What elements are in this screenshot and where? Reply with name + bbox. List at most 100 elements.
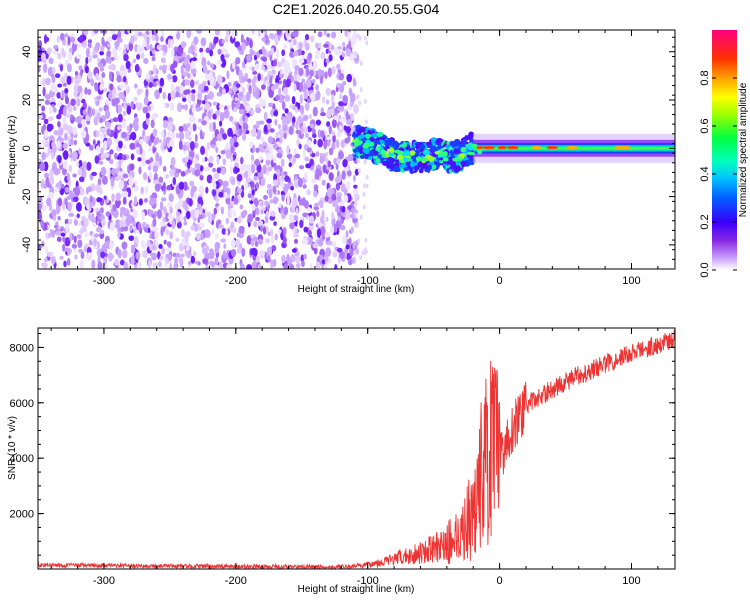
spectrogram-noise-cell bbox=[48, 57, 54, 65]
spectrogram-noise-cell bbox=[45, 53, 49, 60]
spectrogram-noise-cell bbox=[323, 214, 327, 223]
spectrogram-noise-cell bbox=[92, 221, 97, 228]
spectrogram-noise-cell bbox=[77, 239, 83, 249]
spectrogram-noise-cell bbox=[223, 243, 227, 249]
spectrogram-noise-cell bbox=[338, 93, 343, 100]
spectrogram-noise-cell bbox=[70, 114, 74, 121]
spectrogram-noise-cell bbox=[292, 74, 298, 83]
spectrogram-signal-peak bbox=[466, 145, 474, 151]
spectrogram-noise-cell bbox=[225, 229, 229, 236]
spectrogram-noise-cell bbox=[78, 148, 82, 155]
spectrogram-noise-cell bbox=[171, 48, 175, 58]
spectrogram-noise-cell bbox=[137, 157, 142, 162]
spectrogram-signal-cell bbox=[436, 138, 444, 143]
spectrogram-noise-cell bbox=[240, 163, 246, 172]
spectrogram-noise-cell bbox=[145, 44, 151, 50]
spectrogram-x-tick-label: -100 bbox=[357, 275, 379, 287]
spectrogram-noise-cell bbox=[289, 222, 295, 230]
spectrogram-noise-cell bbox=[126, 44, 130, 51]
spectrogram-noise-cell bbox=[269, 199, 275, 204]
spectrogram-noise-cell bbox=[232, 252, 236, 258]
spectrogram-noise-cell bbox=[42, 86, 46, 97]
spectrogram-noise-cell bbox=[190, 225, 196, 231]
spectrogram-noise-cell bbox=[130, 153, 135, 161]
spectrogram-noise-cell bbox=[66, 172, 70, 181]
spectrogram-noise-cell bbox=[320, 130, 325, 139]
spectrogram-noise-cell bbox=[235, 167, 240, 173]
spectrogram-noise-cell bbox=[233, 141, 239, 148]
colorbar-ticks: 0.0 0.2 0.4 0.6 0.8 bbox=[699, 70, 737, 278]
spectrogram-noise-cell bbox=[175, 237, 180, 242]
spectrogram-noise-cell bbox=[340, 182, 346, 193]
spectrogram-noise-cell bbox=[172, 75, 178, 83]
spectrogram-noise-cell bbox=[253, 175, 257, 181]
spectrogram-noise-cell bbox=[98, 160, 104, 165]
spectrogram-noise-cell bbox=[46, 197, 52, 207]
spectrogram-noise-cell bbox=[194, 223, 199, 232]
spectrogram-noise-cell bbox=[56, 236, 62, 242]
spectrogram-noise-cell bbox=[155, 80, 161, 85]
spectrogram-noise-cell bbox=[306, 147, 312, 153]
spectrogram-noise-cell bbox=[270, 259, 274, 269]
spectrogram-noise-cell bbox=[78, 248, 83, 254]
spectrogram-noise-cell bbox=[336, 49, 343, 56]
spectrogram-noise-cell bbox=[222, 158, 227, 166]
spectrogram-noise-cell bbox=[330, 89, 336, 97]
spectrogram-signal-cell bbox=[453, 167, 460, 173]
spectrogram-noise-cell bbox=[227, 88, 232, 95]
spectrogram-noise-cell bbox=[229, 137, 234, 147]
spectrogram-noise-cell bbox=[42, 262, 48, 269]
spectrogram-noise-cell bbox=[64, 132, 68, 141]
spectrogram-noise-cell bbox=[141, 43, 145, 54]
spectrogram-noise-cell bbox=[134, 116, 139, 125]
spectrogram-noise-cell bbox=[47, 66, 54, 77]
spectrogram-noise-cell bbox=[185, 246, 190, 251]
spectrogram-noise-cell bbox=[268, 102, 274, 108]
spectrogram-noise-cell bbox=[80, 226, 87, 232]
spectrogram-noise-cell bbox=[80, 251, 85, 259]
spectrogram-noise-cell bbox=[303, 115, 309, 122]
spectrogram-noise-cell bbox=[156, 209, 162, 219]
spectrogram-noise-cell bbox=[87, 105, 91, 116]
spectrogram-noise-cell bbox=[339, 116, 345, 123]
spectrogram-noise-cell bbox=[123, 43, 127, 50]
spectrogram-noise-cell bbox=[50, 229, 55, 238]
spectrogram-noise-cell bbox=[280, 180, 285, 188]
spectrogram-noise-cell bbox=[194, 169, 201, 177]
spectrogram-noise-cell bbox=[218, 191, 224, 198]
spectrogram-noise-cell bbox=[227, 81, 232, 87]
spectrogram-noise-cell bbox=[326, 136, 331, 141]
spectrogram-signal-cell bbox=[426, 160, 430, 164]
spectrogram-noise-cell bbox=[321, 179, 326, 186]
spectrogram-noise-cell bbox=[168, 193, 174, 203]
spectrogram-noise-cell bbox=[291, 59, 295, 69]
spectrogram-noise-cell bbox=[220, 238, 227, 243]
spectrogram-noise-cell bbox=[79, 259, 84, 269]
spectrogram-noise-cell bbox=[151, 34, 156, 41]
spectrogram-noise-cell bbox=[62, 243, 66, 252]
spectrogram-noise-cell bbox=[357, 238, 361, 244]
spectrogram-noise-cell bbox=[111, 98, 117, 107]
spectrogram-noise-cell bbox=[38, 66, 41, 73]
spectrogram-noise-cell bbox=[261, 84, 266, 90]
spectrogram-noise-cell bbox=[143, 135, 148, 142]
spectrogram-noise-cell bbox=[199, 129, 203, 139]
spectrogram-noise-cell bbox=[286, 195, 290, 206]
spectrogram-noise-cell bbox=[363, 159, 367, 165]
spectrogram-noise-cell bbox=[181, 104, 185, 110]
spectrogram-noise-cell bbox=[114, 176, 121, 181]
spectrogram-noise-cell bbox=[262, 164, 267, 175]
spectrogram-noise-cell bbox=[103, 140, 108, 150]
spectrogram-noise-cell bbox=[83, 40, 87, 49]
spectrogram-noise-cell bbox=[47, 116, 54, 122]
spectrogram-noise-cell bbox=[141, 211, 146, 221]
spectrogram-signal-cell bbox=[359, 147, 363, 155]
spectrogram-noise-cell bbox=[176, 221, 182, 229]
spectrogram-noise-cell bbox=[99, 50, 105, 56]
spectrogram-noise-cell bbox=[207, 60, 211, 66]
spectrogram-noise-cell bbox=[211, 227, 215, 235]
spectrogram-noise-cell bbox=[350, 226, 354, 234]
spectrogram-noise-cell bbox=[85, 47, 90, 58]
spectrogram-noise-cell bbox=[130, 208, 134, 213]
spectrogram-noise-cell bbox=[161, 247, 165, 255]
